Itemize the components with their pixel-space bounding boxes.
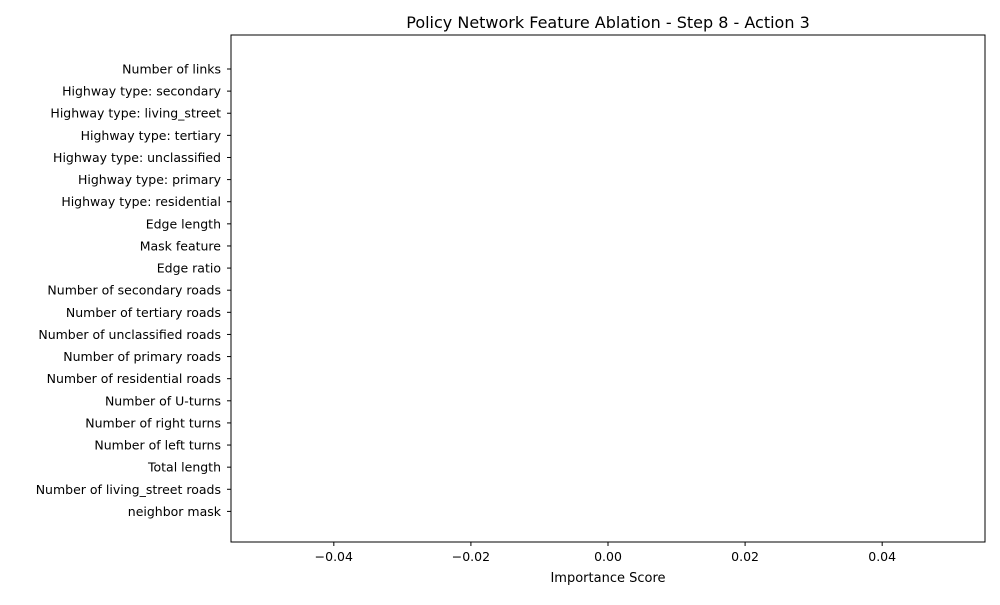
y-tick-label: Number of right turns: [85, 415, 221, 430]
x-axis: −0.04 −0.02 0.00 0.02 0.04: [315, 542, 896, 564]
y-tick-label: Number of primary roads: [63, 349, 221, 364]
x-tick-label: 0.00: [594, 549, 622, 564]
y-tick-label: Edge length: [146, 216, 221, 231]
y-tick-label: Highway type: secondary: [62, 84, 221, 99]
y-tick-label: Highway type: living_street: [50, 106, 221, 121]
y-tick-label: Edge ratio: [157, 261, 221, 276]
y-tick-label: Number of links: [122, 62, 221, 77]
y-tick-label: Number of secondary roads: [47, 283, 221, 298]
x-tick-label: −0.02: [452, 549, 490, 564]
y-tick-label: Number of unclassified roads: [38, 327, 221, 342]
x-tick-label: 0.02: [731, 549, 759, 564]
y-tick-label: neighbor mask: [128, 504, 222, 519]
x-tick-label: 0.04: [868, 549, 896, 564]
y-tick-label: Number of residential roads: [47, 371, 221, 386]
chart-title: Policy Network Feature Ablation - Step 8…: [406, 13, 810, 32]
y-tick-label: Highway type: unclassified: [53, 150, 221, 165]
y-tick-label: Total length: [147, 460, 221, 475]
y-tick-label: Number of tertiary roads: [66, 305, 221, 320]
y-tick-label: Number of left turns: [94, 438, 221, 453]
y-axis: Number of links Highway type: secondary Hi…: [36, 62, 231, 519]
y-tick-label: Highway type: primary: [78, 172, 222, 187]
y-tick-label: Highway type: tertiary: [81, 128, 222, 143]
x-tick-label: −0.04: [315, 549, 353, 564]
y-tick-label: Number of U-turns: [105, 393, 221, 408]
y-tick-label: Mask feature: [140, 238, 222, 253]
y-tick-label: Number of living_street roads: [36, 482, 221, 497]
x-axis-label: Importance Score: [550, 571, 665, 586]
y-tick-label: Highway type: residential: [61, 194, 221, 209]
plot-area: [230, 34, 986, 543]
